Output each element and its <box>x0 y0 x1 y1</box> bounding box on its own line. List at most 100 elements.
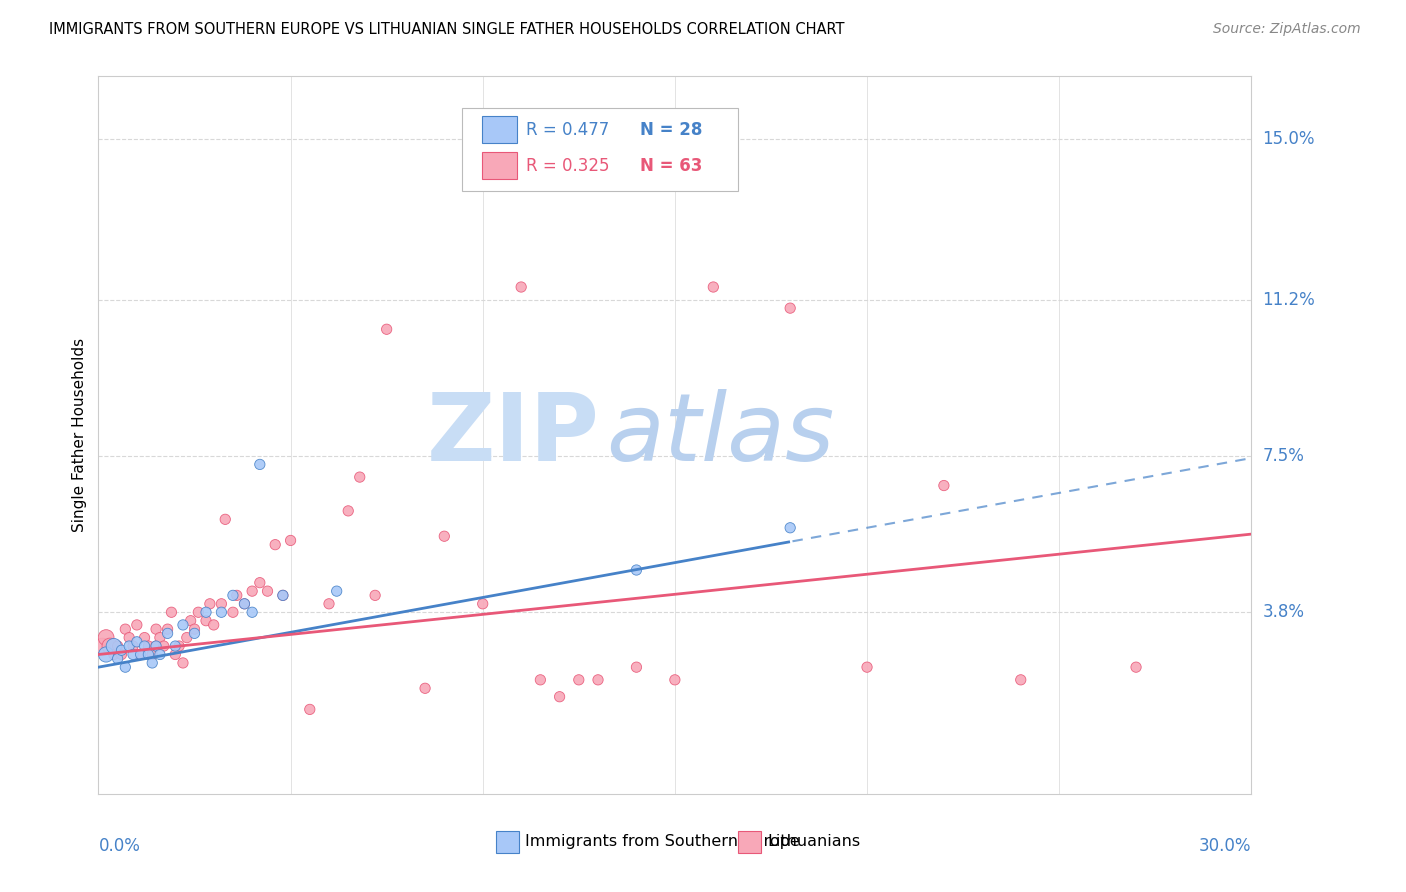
Point <box>149 648 172 662</box>
Point <box>107 639 129 653</box>
Point <box>156 622 179 636</box>
Point <box>249 575 271 590</box>
Text: Immigrants from Southern Europe: Immigrants from Southern Europe <box>524 835 800 849</box>
Point <box>160 605 183 619</box>
Point <box>233 597 256 611</box>
Point <box>471 597 494 611</box>
Point <box>318 597 340 611</box>
Point <box>129 648 152 662</box>
Point <box>118 639 141 653</box>
Point <box>779 521 801 535</box>
Point <box>167 639 190 653</box>
Y-axis label: Single Father Households: Single Father Households <box>72 338 87 532</box>
Point <box>548 690 571 704</box>
Point <box>337 504 360 518</box>
Point <box>779 301 801 315</box>
Point <box>114 622 136 636</box>
Point <box>433 529 456 543</box>
Point <box>103 648 125 662</box>
Text: 7.5%: 7.5% <box>1263 447 1305 465</box>
Point <box>233 597 256 611</box>
Point <box>198 597 221 611</box>
Point <box>586 673 609 687</box>
Point <box>176 631 198 645</box>
Point <box>141 656 163 670</box>
Point <box>172 656 194 670</box>
Point <box>152 639 174 653</box>
Point <box>187 605 209 619</box>
Point <box>664 673 686 687</box>
Point <box>349 470 371 484</box>
Point <box>209 605 232 619</box>
Point <box>240 584 263 599</box>
Point <box>110 648 132 662</box>
FancyBboxPatch shape <box>461 108 738 191</box>
Point <box>195 614 218 628</box>
Text: Source: ZipAtlas.com: Source: ZipAtlas.com <box>1213 22 1361 37</box>
Point <box>110 643 132 657</box>
Point <box>375 322 398 336</box>
Point <box>280 533 302 548</box>
Point <box>264 538 287 552</box>
Point <box>413 681 436 696</box>
Point <box>1010 673 1032 687</box>
Point <box>510 280 533 294</box>
Point <box>256 584 278 599</box>
Point <box>156 626 179 640</box>
Bar <box>496 830 519 854</box>
Point <box>165 639 187 653</box>
Text: IMMIGRANTS FROM SOUTHERN EUROPE VS LITHUANIAN SINGLE FATHER HOUSEHOLDS CORRELATI: IMMIGRANTS FROM SOUTHERN EUROPE VS LITHU… <box>49 22 845 37</box>
Text: 30.0%: 30.0% <box>1199 837 1251 855</box>
Point <box>134 631 156 645</box>
Text: N = 28: N = 28 <box>640 120 703 138</box>
Point <box>138 648 160 662</box>
Point <box>125 618 148 632</box>
Point <box>183 626 205 640</box>
Point <box>298 702 321 716</box>
Point <box>149 631 172 645</box>
Point <box>98 639 121 653</box>
Point <box>325 584 347 599</box>
Point <box>129 648 152 662</box>
Point <box>94 631 117 645</box>
Point <box>364 588 387 602</box>
Point <box>222 588 245 602</box>
Point <box>145 622 167 636</box>
Point <box>195 605 218 619</box>
Text: atlas: atlas <box>606 389 834 481</box>
Point <box>145 639 167 653</box>
Point <box>529 673 551 687</box>
Bar <box>738 830 762 854</box>
Text: 0.0%: 0.0% <box>98 837 141 855</box>
Point <box>702 280 724 294</box>
Point <box>209 597 232 611</box>
Point <box>626 660 648 674</box>
Point <box>114 660 136 674</box>
Point <box>240 605 263 619</box>
Point <box>134 639 156 653</box>
Point <box>932 478 955 492</box>
Point <box>103 639 125 653</box>
Point <box>125 635 148 649</box>
Point <box>214 512 236 526</box>
Point <box>141 648 163 662</box>
Text: R = 0.325: R = 0.325 <box>526 157 610 175</box>
Point <box>202 618 225 632</box>
Point <box>856 660 879 674</box>
Text: N = 63: N = 63 <box>640 157 703 175</box>
Text: Lithuanians: Lithuanians <box>768 835 860 849</box>
Text: ZIP: ZIP <box>427 389 600 481</box>
Point <box>145 639 167 653</box>
Bar <box>482 116 517 144</box>
Text: 3.8%: 3.8% <box>1263 603 1305 621</box>
Point <box>172 618 194 632</box>
Text: 11.2%: 11.2% <box>1263 291 1315 309</box>
Point <box>122 639 145 653</box>
Point <box>568 673 591 687</box>
Point <box>138 639 160 653</box>
Point <box>222 605 245 619</box>
Point <box>118 631 141 645</box>
Point <box>165 648 187 662</box>
Point <box>122 648 145 662</box>
Point <box>249 458 271 472</box>
